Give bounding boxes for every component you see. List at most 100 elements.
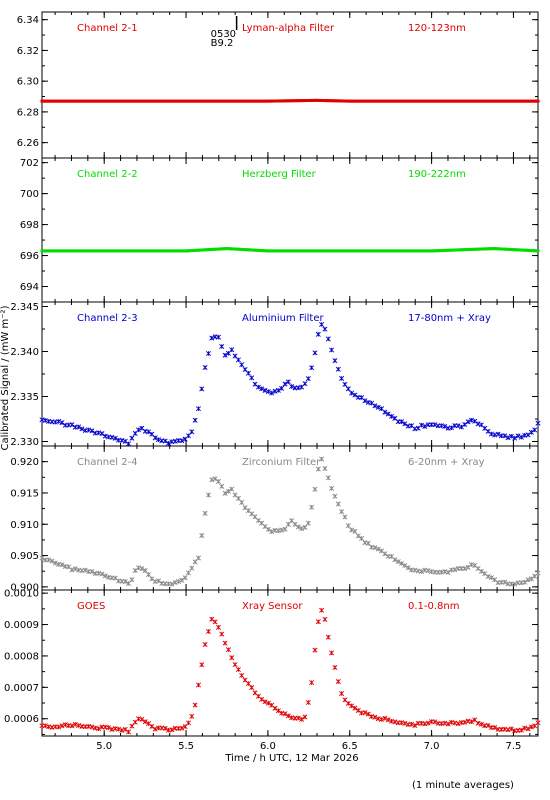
data-point [231,99,235,103]
data-point [136,99,140,103]
data-point [349,390,355,396]
data-point [355,707,361,713]
data-point [159,249,163,253]
data-point [505,435,511,441]
data-point [389,413,395,419]
y-tick-label: 6.32 [17,46,39,57]
data-point [330,249,334,253]
data-point [452,567,458,573]
data-point [442,423,448,429]
data-point [110,249,114,253]
data-point [287,99,291,103]
data-point [518,727,524,733]
data-point [145,249,149,253]
data-point [222,640,228,646]
data-point [334,249,338,253]
data-point [450,99,454,103]
data-point [461,248,465,252]
data-point [299,99,303,103]
data-point [332,493,338,499]
data-point [365,249,369,253]
data-point [491,99,495,103]
data-point [259,249,263,253]
data-point [433,249,437,253]
data-point [118,249,122,253]
data-point [473,99,477,103]
data-point [185,433,191,439]
y-tick-label: 2.335 [10,392,39,403]
data-point [69,567,75,573]
data-point [103,99,107,103]
data-point [317,249,321,253]
data-point [269,529,275,535]
data-point [151,99,155,103]
data-point [249,248,253,252]
data-point [282,381,288,387]
data-point [116,249,120,253]
data-point [164,99,168,103]
data-point [202,641,208,648]
data-point [335,99,339,103]
y-tick-label: 0.0006 [4,714,39,725]
data-point [195,406,201,412]
data-point [478,721,484,727]
data-point [325,634,331,640]
data-point [403,249,407,253]
data-point [413,249,417,253]
data-point [290,249,294,253]
data-point [508,433,514,439]
data-point [90,249,94,253]
data-point [235,667,241,673]
data-point [45,249,49,253]
data-point [206,248,210,252]
data-point [244,248,248,252]
data-point [246,248,250,252]
data-point [156,99,160,103]
data-point [229,486,235,492]
data-point [329,249,333,253]
data-point [512,435,518,441]
data-point [518,99,522,103]
data-point [239,362,245,368]
data-point [388,249,392,253]
data-point [295,99,299,103]
data-point [410,99,414,103]
data-point [385,99,389,103]
data-point [70,99,74,103]
data-point [56,724,62,730]
data-point [528,248,532,252]
data-point [480,99,484,103]
data-point [225,647,231,653]
data-point [247,248,251,252]
data-point [43,249,47,253]
data-point [335,366,341,372]
data-point [483,247,487,251]
data-point [272,705,278,711]
data-point [141,249,145,253]
data-point [362,249,366,253]
data-point [142,568,148,574]
data-point [176,99,180,103]
data-point [106,725,112,731]
data-point [151,249,155,253]
data-point [440,249,444,253]
data-point [365,99,369,103]
data-point [281,99,285,103]
data-point [118,99,122,103]
data-point [428,99,432,103]
data-point [63,249,67,253]
data-point [129,723,135,729]
data-point [264,99,268,103]
data-point [349,99,353,103]
data-point [315,466,321,472]
data-point [380,99,384,103]
data-point [448,248,452,252]
data-point [483,99,487,103]
data-point [297,249,301,253]
data-point [428,249,432,253]
data-point [133,99,137,103]
data-point [347,99,351,103]
data-point [99,571,105,577]
series-markers [40,98,540,103]
data-point [405,249,409,253]
